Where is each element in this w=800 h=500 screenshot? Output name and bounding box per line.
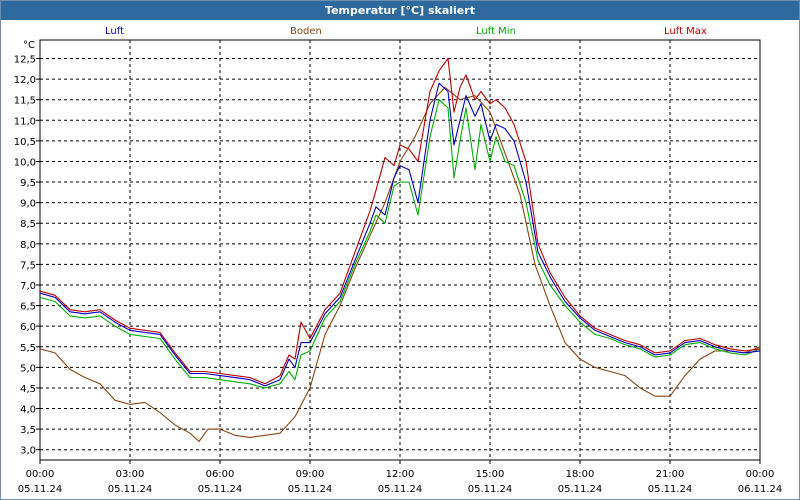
y-tick-label: 4,5 [20, 384, 36, 395]
x-tick-time: 09:00 [296, 469, 325, 480]
y-tick-label: 5,5 [20, 343, 36, 354]
y-tick-label: 7,5 [20, 260, 36, 271]
y-tick-label: 5,0 [20, 363, 36, 374]
x-axis: 00:00 05.11.24 03:00 05.11.24 06:00 05.11.24 0… [18, 460, 783, 495]
x-tick-time: 00:00 [746, 469, 775, 480]
legend-luft-max: Luft Max [664, 26, 707, 37]
x-tick-date: 05.11.24 [108, 484, 153, 495]
y-tick-label: 9,5 [20, 178, 36, 189]
series-lines [39, 57, 761, 443]
grid [40, 40, 760, 460]
y-tick-label: 8,5 [20, 219, 36, 230]
legend-luft: Luft [105, 26, 124, 37]
x-tick-date: 05.11.24 [648, 484, 693, 495]
y-tick-label: 11,5 [14, 96, 36, 107]
series-line-luft-max [39, 57, 761, 385]
chart-title: Temperatur [°C] skaliert [1, 1, 799, 20]
y-tick-label: 10,5 [14, 137, 36, 148]
y-tick-label: 9,0 [20, 199, 36, 210]
y-tick-label: 6,5 [20, 302, 36, 313]
x-tick-time: 12:00 [386, 469, 415, 480]
y-tick-label: 11,0 [14, 116, 36, 127]
x-tick-date: 05.11.24 [288, 484, 333, 495]
x-tick-date: 05.11.24 [468, 484, 513, 495]
series-line-luft-min [39, 99, 761, 389]
x-tick-time: 00:00 [26, 469, 55, 480]
legend-luft-min: Luft Min [476, 26, 516, 37]
legend-boden: Boden [290, 26, 322, 37]
x-tick-date: 05.11.24 [198, 484, 243, 495]
y-tick-label: 7,0 [20, 281, 36, 292]
x-tick-time: 18:00 [566, 469, 595, 480]
x-tick-date: 06.11.24 [738, 484, 783, 495]
y-tick-label: 10,0 [14, 157, 36, 168]
x-tick-date: 05.11.24 [18, 484, 63, 495]
y-tick-label: 6,0 [20, 322, 36, 333]
series-line-luft [39, 82, 761, 387]
x-tick-time: 21:00 [656, 469, 685, 480]
y-tick-label: 3,5 [20, 425, 36, 436]
x-tick-time: 06:00 [206, 469, 235, 480]
y-tick-label: 12,5 [14, 55, 36, 66]
y-tick-label: 3,0 [20, 446, 36, 457]
x-tick-time: 15:00 [476, 469, 505, 480]
y-axis: 3,0 3,5 4,0 4,5 5,0 5,5 6,0 6,5 7,0 7,5 8,0 8,5 9,0 9… [14, 55, 40, 457]
y-tick-label: 8,0 [20, 240, 36, 251]
x-tick-date: 05.11.24 [378, 484, 423, 495]
y-tick-label: 12,0 [14, 75, 36, 86]
x-tick-date: 05.11.24 [558, 484, 603, 495]
y-tick-label: 4,0 [20, 405, 36, 416]
y-axis-unit: °C [23, 40, 35, 51]
x-tick-time: 03:00 [116, 469, 145, 480]
